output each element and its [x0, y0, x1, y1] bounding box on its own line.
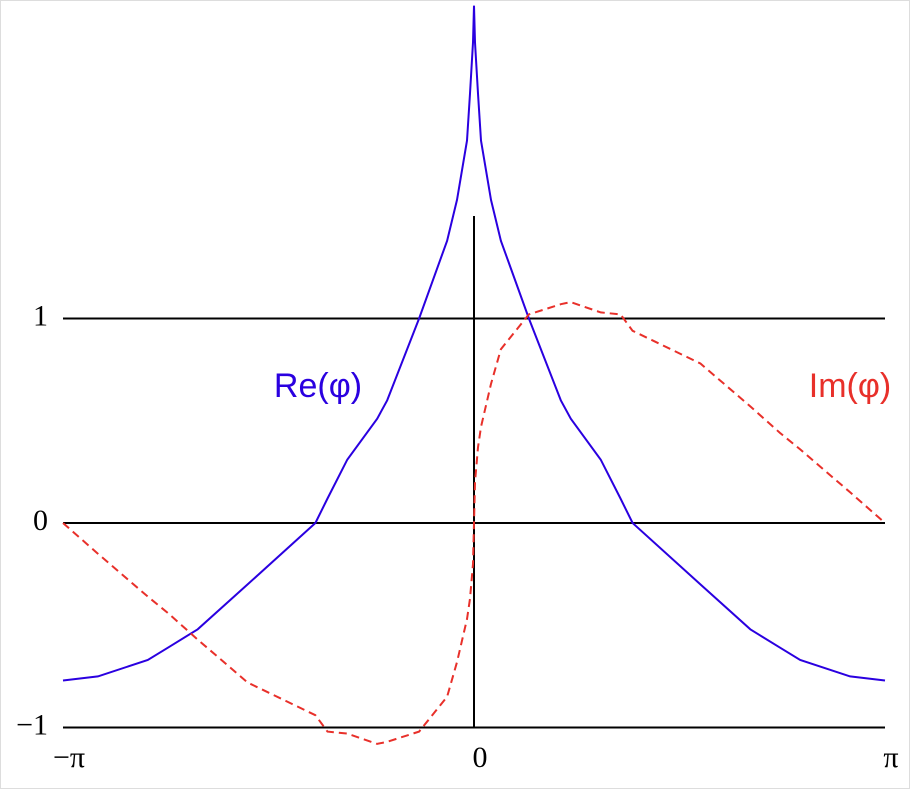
x-tick-label: −π [53, 741, 85, 774]
series-label: Re(φ) [274, 367, 362, 405]
series-line [62, 5, 886, 682]
y-tick-label: 1 [33, 299, 48, 332]
x-tick-label: π [883, 741, 898, 774]
x-tick-label: 0 [473, 741, 488, 774]
series-line [62, 301, 886, 745]
y-tick-label: 0 [33, 504, 48, 537]
series-label: Im(φ) [809, 367, 891, 405]
y-tick-label: −1 [16, 708, 48, 741]
